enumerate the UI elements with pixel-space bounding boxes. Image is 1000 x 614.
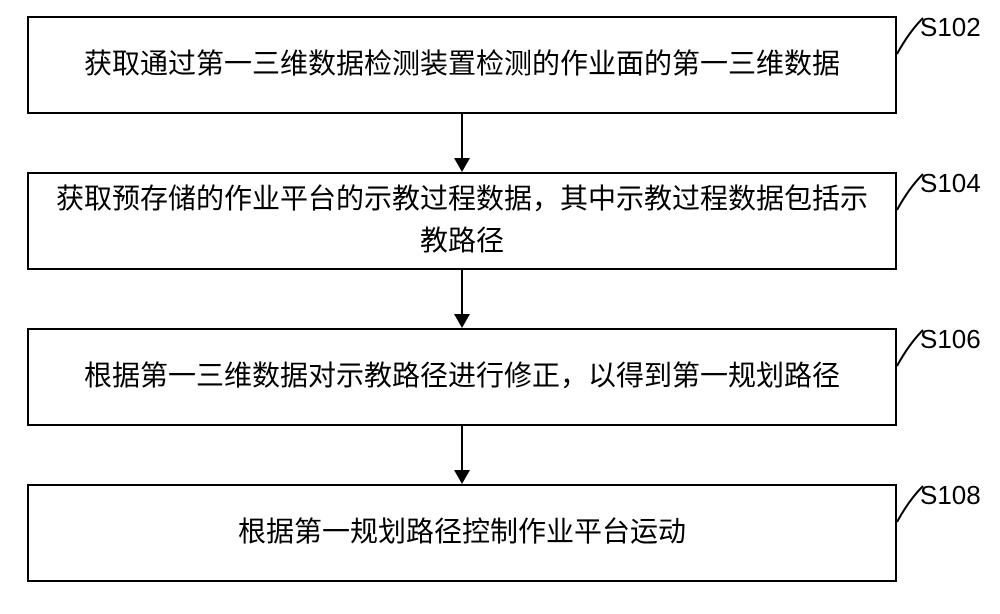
flowchart-step-s102: 获取通过第一三维数据检测装置检测的作业面的第一三维数据 bbox=[27, 16, 897, 114]
flowchart-arrow-head bbox=[454, 314, 470, 328]
flowchart-arrow-line bbox=[461, 114, 463, 158]
step-text: 根据第一三维数据对示教路径进行修正，以得到第一规划路径 bbox=[84, 356, 840, 398]
step-text: 根据第一规划路径控制作业平台运动 bbox=[238, 512, 686, 554]
step-label-s106: S106 bbox=[920, 324, 981, 355]
flowchart-arrow-head bbox=[454, 470, 470, 484]
flowchart-arrow-line bbox=[461, 270, 463, 314]
flowchart-step-s104: 获取预存储的作业平台的示教过程数据，其中示教过程数据包括示教路径 bbox=[27, 172, 897, 270]
flowchart-step-s108: 根据第一规划路径控制作业平台运动 bbox=[27, 484, 897, 582]
step-label-s102: S102 bbox=[920, 12, 981, 43]
step-text: 获取通过第一三维数据检测装置检测的作业面的第一三维数据 bbox=[84, 44, 840, 86]
flowchart-arrow-line bbox=[461, 426, 463, 470]
step-text: 获取预存储的作业平台的示教过程数据，其中示教过程数据包括示教路径 bbox=[45, 179, 879, 263]
step-label-s108: S108 bbox=[920, 480, 981, 511]
step-label-s104: S104 bbox=[920, 168, 981, 199]
flowchart-arrow-head bbox=[454, 158, 470, 172]
flowchart-step-s106: 根据第一三维数据对示教路径进行修正，以得到第一规划路径 bbox=[27, 328, 897, 426]
flowchart-canvas: 获取通过第一三维数据检测装置检测的作业面的第一三维数据 S102 获取预存储的作业平… bbox=[0, 0, 1000, 614]
